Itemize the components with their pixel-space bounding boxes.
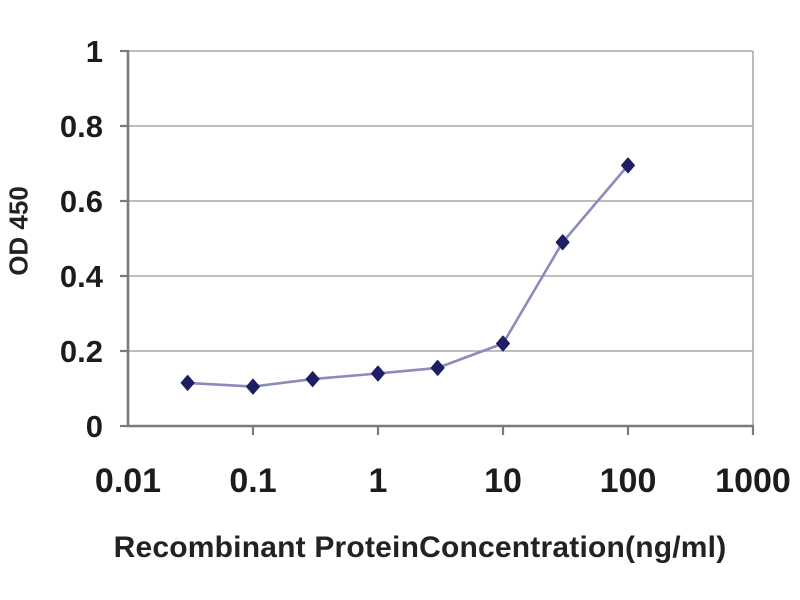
x-tick-label: 10 (484, 462, 522, 500)
x-tick-label: 0.01 (95, 462, 161, 500)
x-tick-label: 0.1 (229, 462, 276, 500)
data-point-marker (371, 365, 385, 382)
data-point-marker (621, 157, 635, 174)
series-line (186, 164, 630, 388)
y-tick-label: 0.4 (60, 259, 104, 294)
y-tick-label: 0 (86, 409, 103, 444)
data-point-marker (496, 335, 510, 352)
y-tick-label: 1 (86, 34, 103, 69)
y-tick-label: 0.8 (60, 109, 103, 144)
x-axis-title: Recombinant ProteinConcentration(ng/ml) (113, 531, 727, 564)
data-point-marker (180, 374, 195, 391)
y-tick-label: 0.6 (60, 184, 103, 219)
y-tick-label: 0.2 (60, 334, 103, 369)
data-point-marker (305, 371, 320, 388)
x-tick-label: 100 (600, 462, 657, 500)
data-point-marker (555, 234, 570, 251)
data-point-marker (430, 359, 445, 376)
y-axis-title: OD 450 (3, 186, 34, 276)
x-tick-label: 1000 (715, 462, 791, 500)
data-point-marker (246, 378, 260, 395)
x-tick-label: 1 (369, 462, 388, 500)
